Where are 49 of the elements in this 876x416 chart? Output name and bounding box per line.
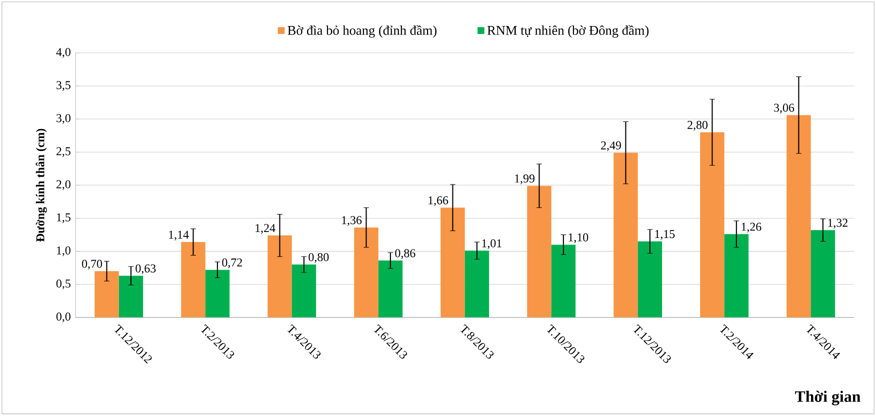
bar: [810, 230, 836, 318]
y-tick-label: 0,0: [56, 312, 70, 322]
legend-label: RNM tự nhiên (bờ Đông đầm): [487, 25, 649, 38]
bar: [118, 276, 144, 318]
x-axis-title: Thời gian: [795, 390, 860, 406]
data-label: 1,14: [169, 230, 189, 241]
bar: [464, 250, 490, 318]
bar: [378, 260, 403, 318]
bar: [638, 242, 662, 318]
bar: [527, 186, 552, 318]
y-tick-label: 2,5: [56, 147, 70, 158]
data-label: 1,26: [742, 222, 762, 233]
bar: [551, 244, 576, 318]
y-tick-label: 0,5: [56, 280, 70, 290]
data-label: 1,36: [342, 216, 362, 226]
data-label: 2,80: [688, 121, 708, 131]
data-label: 1,24: [256, 224, 276, 234]
data-label: 1,10: [568, 233, 588, 244]
y-axis-title: Đường kính thân (cm): [36, 128, 47, 242]
data-label: 0,63: [136, 264, 156, 274]
y-tick-label: 1,5: [57, 214, 70, 224]
y-tick-label: 3,5: [56, 81, 70, 91]
data-label: 1,66: [428, 196, 448, 206]
bar: [94, 271, 119, 318]
data-label: 1,15: [655, 230, 675, 240]
bar: [614, 152, 638, 318]
data-label: 0,86: [395, 249, 416, 260]
data-label: 2,49: [601, 142, 621, 152]
data-label: 0,70: [82, 260, 102, 270]
bar: [181, 242, 206, 318]
y-tick-label: 3,0: [56, 114, 70, 124]
y-tick-label: 4,0: [56, 48, 70, 58]
data-label: 3,06: [774, 104, 794, 114]
bar: [724, 234, 749, 318]
bar: [700, 132, 724, 318]
data-label: 0,72: [222, 258, 242, 268]
legend-label: Bờ đìa bỏ hoang (đỉnh đầm): [288, 25, 437, 38]
bar: [292, 264, 316, 318]
y-tick-label: 2,0: [56, 180, 70, 190]
data-label: 1,01: [482, 239, 502, 250]
bar: [268, 236, 292, 318]
bar: [205, 270, 230, 318]
data-label: 1,99: [515, 174, 534, 184]
data-label: 1,32: [828, 218, 848, 229]
bar: [440, 208, 465, 318]
bar: [354, 228, 378, 318]
bar: [786, 115, 811, 318]
data-label: 0,80: [308, 253, 329, 264]
y-tick-label: 1,0: [57, 246, 70, 256]
